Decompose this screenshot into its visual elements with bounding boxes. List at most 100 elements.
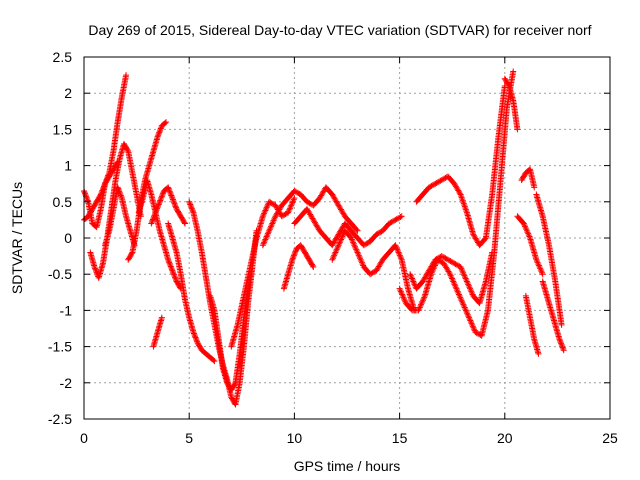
- data-point: [454, 287, 461, 294]
- data-point: [392, 216, 399, 223]
- y-tick-label: 1: [64, 158, 72, 174]
- data-point: [457, 295, 464, 302]
- data-point: [458, 265, 465, 272]
- data-point: [92, 266, 99, 273]
- data-point: [458, 266, 465, 273]
- data-point: [168, 192, 175, 199]
- data-point: [354, 249, 361, 256]
- data-point: [169, 267, 176, 274]
- data-point: [155, 132, 162, 139]
- data-point: [377, 229, 384, 236]
- y-tick-label: 1.5: [53, 121, 73, 137]
- data-point: [98, 188, 105, 195]
- x-axis-label: GPS time / hours: [294, 458, 401, 474]
- data-point: [168, 193, 175, 200]
- data-point: [193, 335, 200, 342]
- data-point: [158, 314, 165, 321]
- data-point: [434, 255, 441, 262]
- data-point: [459, 197, 466, 204]
- data-point: [364, 240, 371, 247]
- x-tick-label: 15: [392, 430, 408, 446]
- series-group: [533, 191, 565, 328]
- data-point: [117, 191, 124, 198]
- data-point: [266, 227, 273, 234]
- data-point: [447, 258, 454, 265]
- data-point: [556, 336, 563, 343]
- data-point: [397, 288, 404, 295]
- data-point: [453, 285, 460, 292]
- data-point: [400, 294, 407, 301]
- data-point: [460, 269, 467, 276]
- data-point: [467, 317, 474, 324]
- data-point: [399, 292, 406, 299]
- data-point: [397, 253, 404, 260]
- data-point: [260, 211, 267, 218]
- data-point: [392, 242, 399, 249]
- data-point: [560, 347, 567, 354]
- data-point: [465, 282, 472, 289]
- data-point: [116, 189, 123, 196]
- data-point: [436, 178, 443, 185]
- data-point: [467, 287, 474, 294]
- data-point: [261, 237, 268, 244]
- data-point: [432, 256, 439, 263]
- data-point: [262, 206, 269, 213]
- data-point: [167, 262, 174, 269]
- data-point: [461, 202, 468, 209]
- data-point: [443, 255, 450, 262]
- data-point: [269, 200, 276, 207]
- data-point: [387, 219, 394, 226]
- data-point: [186, 198, 193, 205]
- data-point: [416, 305, 423, 312]
- data-point: [263, 204, 270, 211]
- data-point: [157, 126, 164, 133]
- data-point: [171, 200, 178, 207]
- data-point: [151, 212, 158, 219]
- data-point: [291, 249, 298, 256]
- data-point: [290, 254, 297, 261]
- data-point: [461, 272, 468, 279]
- data-point: [291, 251, 298, 258]
- data-point: [448, 274, 455, 281]
- data-point: [154, 204, 161, 211]
- data-point: [194, 338, 201, 345]
- data-point: [353, 226, 360, 233]
- data-point: [266, 198, 273, 205]
- y-axis-label: SDTVAR / TECUs: [9, 182, 25, 294]
- data-point: [155, 202, 162, 209]
- data-point: [358, 259, 365, 266]
- axis-ticks: [83, 56, 611, 420]
- data-point: [154, 133, 161, 140]
- data-point: [514, 126, 521, 133]
- data-point: [465, 313, 472, 320]
- data-point: [172, 203, 179, 210]
- data-point: [333, 246, 340, 253]
- data-point: [469, 323, 476, 330]
- series-group: [396, 68, 517, 339]
- data-point: [191, 333, 198, 340]
- data-point: [418, 301, 425, 308]
- data-point: [395, 249, 402, 256]
- data-point: [166, 188, 173, 195]
- data-point: [336, 239, 343, 246]
- data-point: [267, 224, 274, 231]
- data-point: [447, 272, 454, 279]
- data-point: [466, 284, 473, 291]
- data-point: [305, 199, 312, 206]
- data-point: [459, 196, 466, 203]
- data-point: [452, 261, 459, 268]
- series-group: [165, 220, 218, 365]
- data-point: [535, 261, 542, 268]
- data-point: [537, 265, 544, 272]
- y-tick-label: 2: [64, 85, 72, 101]
- data-point: [461, 203, 468, 210]
- data-point: [292, 188, 299, 195]
- data-point: [189, 208, 196, 215]
- data-point: [460, 199, 467, 206]
- data-point: [468, 320, 475, 327]
- data-point: [525, 232, 532, 239]
- data-point: [171, 274, 178, 281]
- data-point: [287, 203, 294, 210]
- data-point: [539, 271, 546, 278]
